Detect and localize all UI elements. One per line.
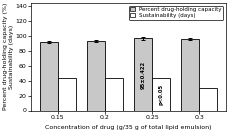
Bar xyxy=(87,41,105,111)
X-axis label: Concentration of drug (g/35 g of total lipid emulsion): Concentration of drug (g/35 g of total l… xyxy=(45,125,212,130)
Bar xyxy=(105,78,123,111)
Legend: Percent drug-holding capacity, Sustainability (days): Percent drug-holding capacity, Sustainab… xyxy=(129,6,224,20)
Y-axis label: Percent drug-holding capacity (%)
Sustainability (days): Percent drug-holding capacity (%) Sustai… xyxy=(3,3,14,110)
Bar xyxy=(152,78,170,111)
Bar xyxy=(134,38,152,111)
Bar xyxy=(181,39,199,111)
Text: 95±0.422: 95±0.422 xyxy=(141,60,146,89)
Bar xyxy=(199,88,217,111)
Bar xyxy=(58,78,76,111)
Text: p<0.05: p<0.05 xyxy=(159,84,164,105)
Bar xyxy=(40,42,58,111)
